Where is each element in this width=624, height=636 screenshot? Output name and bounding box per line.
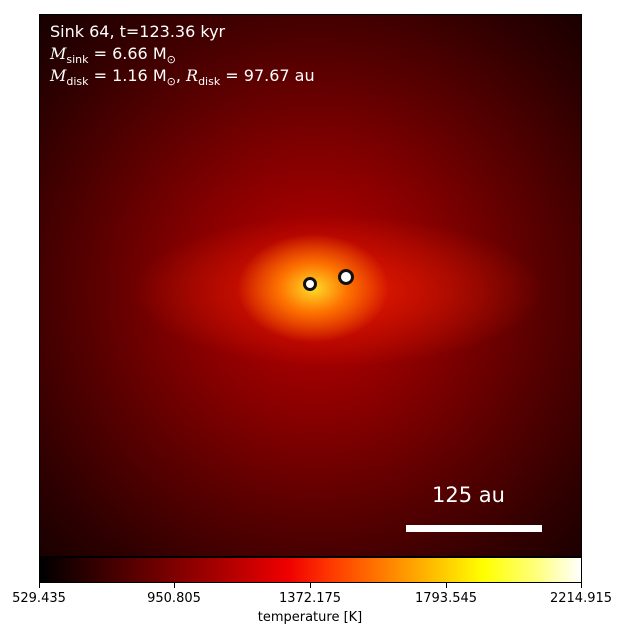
colorbar-tick [310,583,311,588]
disk-properties-label: Mdisk = 1.16 M⊙, Rdisk = 97.67 au [50,66,315,89]
colorbar-tick [39,583,40,588]
sink-particle-marker [338,269,354,285]
colorbar-label: temperature [K] [257,610,363,625]
colorbar-tick [581,583,582,588]
colorbar-tick-label: 950.805 [147,591,201,606]
colorbar-tick-label: 529.435 [12,591,66,606]
colorbar-tick [446,583,447,588]
colorbar-tick [174,583,175,588]
temperature-map: Sink 64, t=123.36 kyr Msink = 6.66 M⊙ Md… [39,14,582,557]
colorbar-tick-label: 1793.545 [414,591,478,606]
scale-bar [406,525,542,532]
sink-time-label: Sink 64, t=123.36 kyr [50,22,226,41]
colorbar [39,557,582,583]
sink-particle-marker [303,277,317,291]
sink-mass-label: Msink = 6.66 M⊙ [50,44,176,67]
colorbar-tick-label: 1372.175 [278,591,342,606]
scale-bar-label: 125 au [432,483,505,507]
colorbar-tick-label: 2214.915 [549,591,613,606]
